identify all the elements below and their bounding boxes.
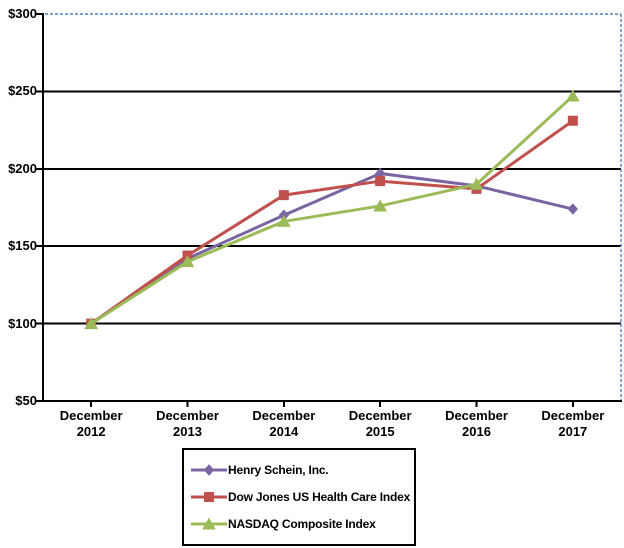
y-axis-label: $300 xyxy=(8,6,37,21)
x-axis-label: December 2012 xyxy=(43,408,139,440)
x-axis-label-line1: December xyxy=(252,408,316,423)
x-axis-label-line1: December xyxy=(156,408,219,423)
diamond-legend-marker-icon xyxy=(191,464,227,476)
y-axis-label: $150 xyxy=(8,238,37,254)
square-marker-icon xyxy=(375,176,386,187)
triangle-marker-icon xyxy=(84,317,99,330)
legend-label: Dow Jones US Health Care Index xyxy=(228,490,411,504)
legend-label: NASDAQ Composite Index xyxy=(228,517,376,531)
legend-label: Henry Schein, Inc. xyxy=(228,463,329,477)
x-axis-label: December 2015 xyxy=(332,408,428,440)
x-axis-label-line2: 2015 xyxy=(365,424,395,439)
legend-item: Dow Jones US Health Care Index xyxy=(190,490,414,504)
square-legend-marker-icon xyxy=(191,492,227,502)
triangle-marker-icon xyxy=(565,89,580,102)
series-line-square xyxy=(90,119,574,325)
triangle-legend-marker-icon xyxy=(191,517,227,530)
x-axis-label: December 2016 xyxy=(429,408,525,440)
triangle-marker-icon xyxy=(469,177,484,190)
x-axis-label-line2: 2017 xyxy=(558,424,588,439)
x-axis-label-line1: December xyxy=(445,408,508,423)
triangle-marker-icon xyxy=(276,214,291,227)
x-axis-label-line2: 2014 xyxy=(269,424,299,439)
y-axis-label: $100 xyxy=(8,315,37,331)
diamond-marker-icon xyxy=(567,203,579,215)
y-axis-label: $50 xyxy=(15,393,37,408)
x-axis-label-line1: December xyxy=(541,408,605,423)
triangle-marker-icon xyxy=(373,199,388,212)
y-axis-label: $200 xyxy=(8,160,37,176)
square-marker-icon xyxy=(567,115,578,126)
x-axis-label-line1: December xyxy=(59,408,123,423)
triangle-marker-icon xyxy=(180,255,195,268)
x-axis-label: December 2017 xyxy=(525,408,621,440)
y-axis-label: $250 xyxy=(8,83,37,99)
x-axis-label-line1: December xyxy=(348,408,412,423)
series-line-diamond xyxy=(90,171,574,325)
x-axis-label-line2: 2013 xyxy=(173,424,202,439)
square-marker-icon xyxy=(278,190,289,201)
x-axis-label-line2: 2016 xyxy=(462,424,491,439)
x-axis-label: December 2014 xyxy=(236,408,332,440)
legend-item: NASDAQ Composite Index xyxy=(190,517,414,531)
x-axis-label-line2: 2012 xyxy=(76,424,106,439)
x-axis-label: December 2013 xyxy=(140,408,236,440)
series-line-triangle xyxy=(90,94,574,325)
legend: Henry Schein, Inc. Dow Jones US Health Ca… xyxy=(182,448,416,546)
legend-item: Henry Schein, Inc. xyxy=(190,463,414,477)
